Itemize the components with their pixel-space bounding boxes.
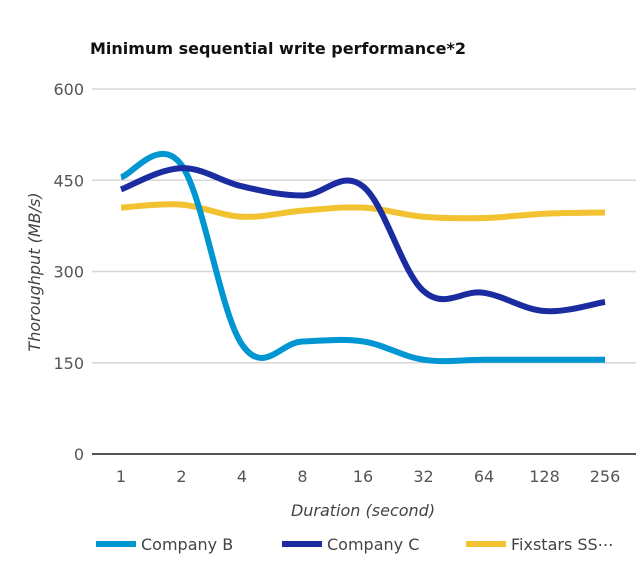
x-tick-label: 32	[413, 467, 433, 486]
y-tick-label: 0	[74, 445, 84, 464]
legend-swatch	[96, 541, 136, 547]
legend-label: Company B	[141, 535, 233, 554]
legend-swatch	[282, 541, 322, 547]
x-tick-label: 4	[237, 467, 247, 486]
x-tick-label: 8	[297, 467, 307, 486]
x-tick-label: 2	[176, 467, 186, 486]
y-tick-label: 600	[53, 80, 84, 99]
series-line-company-c	[119, 165, 606, 315]
x-tick-label: 64	[474, 467, 494, 486]
y-tick-label: 300	[53, 263, 84, 282]
x-tick-label: 1	[116, 467, 126, 486]
series-line-fixstars-ss	[120, 201, 606, 222]
legend-label: Company C	[327, 535, 419, 554]
chart-title: Minimum sequential write performance*2	[90, 39, 466, 58]
y-tick-label: 150	[53, 354, 84, 373]
y-axis-ticks: 0 150 300 450 600	[53, 80, 84, 464]
legend-swatch	[466, 541, 506, 547]
x-axis-label: Duration (second)	[291, 501, 435, 520]
x-tick-label: 128	[529, 467, 560, 486]
y-tick-label: 450	[53, 171, 84, 190]
legend: Company B Company C Fixstars SS⋯	[96, 535, 614, 554]
x-tick-label: 16	[353, 467, 373, 486]
grid	[92, 88, 636, 455]
x-axis-ticks: 1 2 4 8 16 32 64 128 256	[116, 467, 620, 486]
series-lines	[119, 150, 606, 365]
legend-label: Fixstars SS⋯	[511, 535, 614, 554]
series-line-company-b	[119, 150, 605, 365]
y-axis-label: Thoroughput (MB/s)	[25, 192, 44, 351]
x-tick-label: 256	[590, 467, 621, 486]
